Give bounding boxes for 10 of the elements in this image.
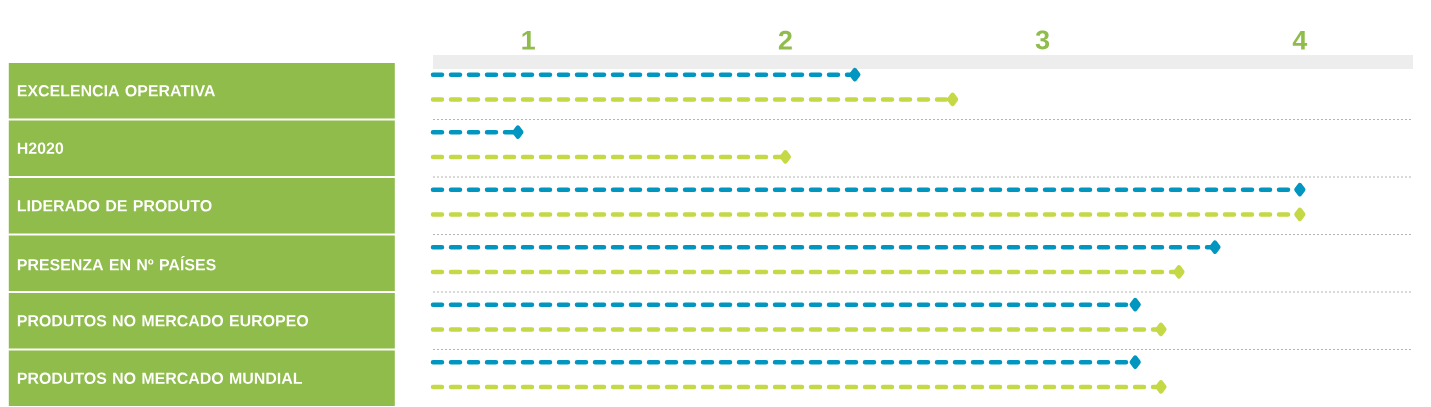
y-tick-label: H2020: [17, 142, 64, 154]
y-tick-label: LIDERADO DE PRODUTO: [17, 200, 212, 212]
y-tick-label: PRODUTOS NO MERCADO MUNDIAL: [17, 372, 303, 384]
y-tick-label: EXCELENCIA OPERATIVA: [17, 85, 216, 97]
y-tick-label: PRESENZA EN Nº PAÍSES: [17, 256, 216, 271]
x-tick-label: 3: [1035, 30, 1050, 50]
x-tick-label: 4: [1292, 30, 1308, 50]
y-tick-label: PRODUTOS NO MERCADO EUROPEO: [17, 315, 309, 327]
x-tick-label: 1: [522, 30, 535, 50]
x-tick-label: 2: [778, 30, 792, 50]
